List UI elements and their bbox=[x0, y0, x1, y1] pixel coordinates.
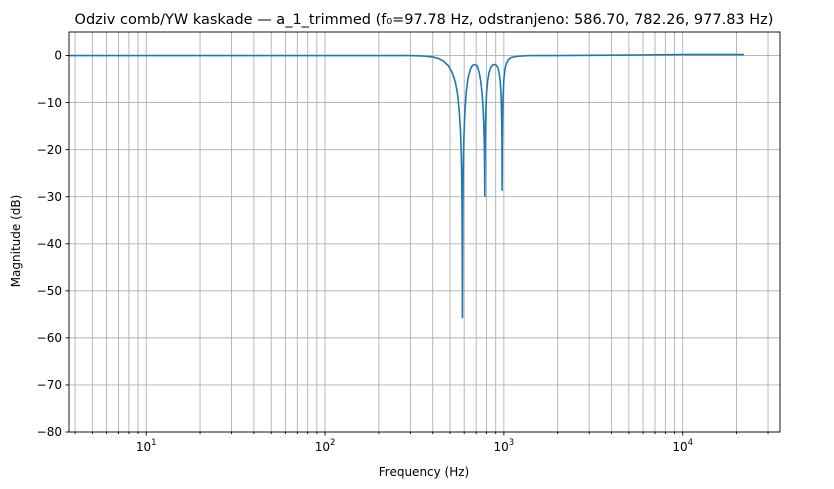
x-axis-label: Frequency (Hz) bbox=[379, 465, 470, 479]
y-tick-label: −40 bbox=[37, 237, 62, 251]
y-axis-label: Magnitude (dB) bbox=[9, 195, 23, 288]
x-tick-label: 103 bbox=[494, 438, 515, 454]
x-tick-label: 101 bbox=[136, 438, 157, 454]
tick-layer: 0 −10 −20 −30 −40 −50 −60 −70 −80 101 102 103 104 bbox=[37, 49, 769, 454]
y-tick-label: −30 bbox=[37, 190, 62, 204]
y-tick-label: −20 bbox=[37, 143, 62, 157]
x-tick-label: 102 bbox=[315, 438, 336, 454]
y-tick-label: −60 bbox=[37, 331, 62, 345]
y-tick-label: −80 bbox=[37, 425, 62, 439]
y-tick-label: 0 bbox=[54, 49, 62, 63]
chart-title: Odziv comb/YW kaskade — a_1_trimmed (f₀=… bbox=[75, 12, 774, 28]
y-tick-label: −10 bbox=[37, 96, 62, 110]
y-tick-label: −50 bbox=[37, 284, 62, 298]
series-layer bbox=[69, 53, 744, 319]
y-tick-label: −70 bbox=[37, 378, 62, 392]
series-line bbox=[69, 53, 744, 319]
x-tick-label: 104 bbox=[672, 438, 693, 454]
plot-frame bbox=[68, 31, 781, 433]
